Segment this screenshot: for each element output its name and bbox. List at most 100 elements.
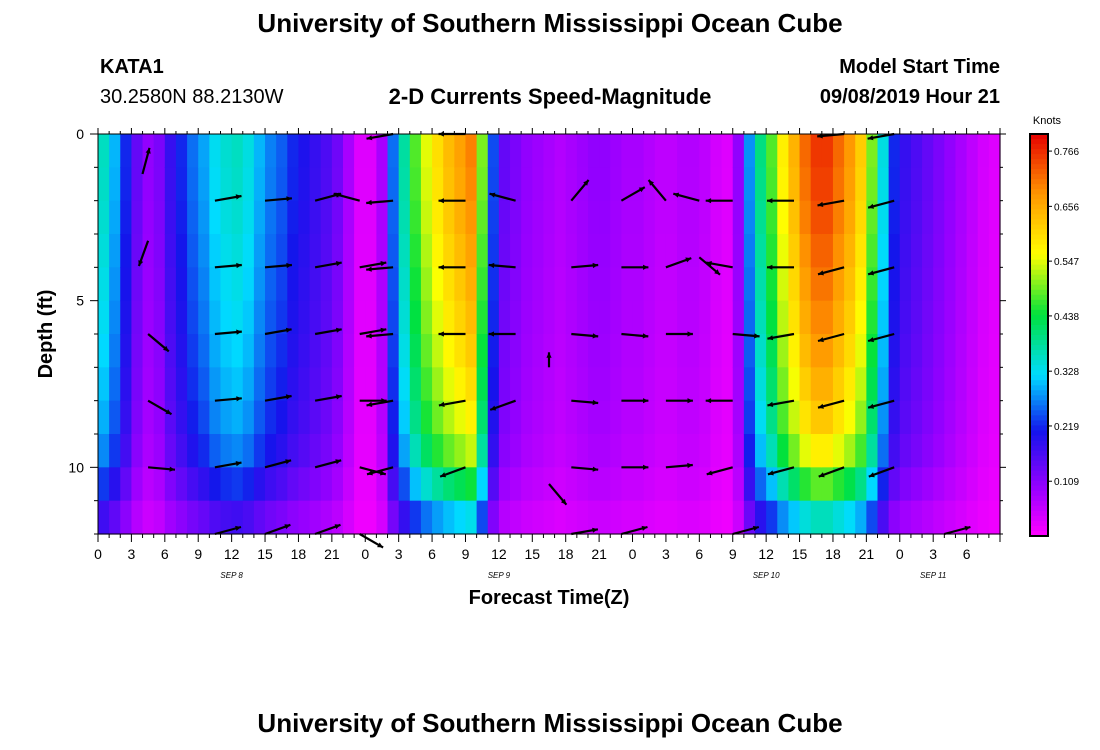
heatmap-cell [98, 367, 110, 402]
heatmap-cell [521, 200, 533, 235]
current-vector-head [165, 409, 172, 415]
heatmap-cell [209, 467, 222, 502]
heatmap-cell [766, 134, 778, 168]
current-vector-head [767, 470, 774, 476]
heatmap-cell [788, 167, 801, 202]
heatmap-cell [877, 434, 890, 468]
heatmap-cell [632, 367, 645, 402]
heatmap-cell [443, 300, 455, 335]
heatmap-cell [432, 200, 444, 235]
colorbar-segment [1030, 505, 1048, 512]
current-vector-head [673, 192, 680, 198]
heatmap-cell [510, 434, 522, 468]
colorbar-segment [1030, 370, 1048, 376]
heatmap-cell [276, 200, 288, 235]
heatmap-cell [654, 467, 667, 502]
heatmap-cell [432, 500, 444, 535]
x-tick-label: 18 [558, 546, 574, 562]
heatmap-cell [710, 234, 723, 268]
current-vector-head [236, 329, 242, 335]
heatmap-cell [253, 500, 266, 535]
colorbar-segment [1030, 289, 1048, 296]
heatmap-cell [654, 434, 667, 468]
heatmap-cell [621, 234, 634, 268]
heatmap-cell [242, 167, 255, 202]
heatmap-cell [821, 200, 834, 235]
heatmap-cell [265, 234, 277, 268]
heatmap-cell [209, 200, 222, 235]
heatmap-cell [599, 400, 611, 435]
heatmap-cell [855, 234, 867, 268]
heatmap-cell [498, 134, 511, 168]
colorbar-segment [1030, 134, 1048, 140]
heatmap-cell [599, 367, 611, 402]
heatmap-cell [888, 134, 901, 168]
current-vector-head [236, 262, 242, 269]
heatmap-cell [198, 434, 210, 468]
heatmap-cell [599, 500, 611, 535]
heatmap-cell [342, 434, 355, 468]
heatmap-cell [855, 367, 867, 402]
heatmap-cell [320, 234, 333, 268]
heatmap-cell [131, 334, 144, 368]
heatmap-cell [142, 200, 155, 235]
heatmap-cell [821, 500, 834, 535]
heatmap-cell [98, 434, 110, 468]
heatmap-cell [910, 367, 923, 402]
colorbar-segment [1030, 380, 1048, 386]
current-vector-head [643, 264, 649, 270]
heatmap-cell [309, 367, 322, 402]
current-vector-head [438, 401, 445, 407]
heatmap-cell [610, 134, 622, 168]
colorbar-segment [1030, 395, 1048, 401]
heatmap-cell [387, 334, 400, 368]
colorbar-segment [1030, 405, 1048, 411]
heatmap-cell [265, 200, 277, 235]
colorbar-segment [1030, 475, 1048, 482]
heatmap-cell [242, 300, 255, 335]
heatmap-cell [354, 367, 366, 402]
heatmap-cell [877, 367, 890, 402]
current-vector-head [592, 527, 598, 533]
heatmap-cell [253, 367, 266, 402]
x-tick-label: 18 [825, 546, 841, 562]
heatmap-cell [320, 367, 333, 402]
heatmap-cell [510, 267, 522, 302]
x-tick-label: 9 [194, 546, 202, 562]
heatmap-cell [387, 467, 400, 502]
colorbar-segment [1030, 390, 1048, 396]
heatmap-cell [320, 200, 333, 235]
heatmap-cell [109, 200, 121, 235]
heatmap-cell [498, 434, 511, 468]
heatmap-cell [432, 367, 444, 402]
heatmap-cell [699, 400, 712, 435]
heatmap-cell [688, 367, 700, 402]
heatmap-cell [810, 367, 823, 402]
heatmap-cell [198, 200, 210, 235]
heatmap-cell [365, 167, 377, 202]
heatmap-cell [844, 234, 856, 268]
heatmap-cell [966, 200, 979, 235]
heatmap-cell [487, 467, 500, 502]
heatmap-cell [643, 467, 656, 502]
heatmap-cell [610, 334, 622, 368]
heatmap-cell [387, 267, 400, 302]
x-tick-label: 12 [224, 546, 240, 562]
heatmap-cell [409, 334, 422, 368]
heatmap-cell [309, 334, 322, 368]
colorbar-tick-label: 0.766 [1054, 147, 1079, 158]
heatmap-cell [287, 267, 300, 302]
heatmap-cell [710, 467, 723, 502]
heatmap-cell [153, 167, 166, 202]
heatmap-cell [443, 500, 455, 535]
heatmap-cell [465, 300, 478, 335]
heatmap-cell [498, 300, 511, 335]
heatmap-cell [465, 134, 478, 168]
current-vector-head [336, 394, 342, 400]
heatmap-cell [498, 200, 511, 235]
heatmap-cell [164, 134, 177, 168]
heatmap-cell [454, 300, 467, 335]
heatmap-cell [933, 467, 945, 502]
heatmap-cell [554, 234, 567, 268]
heatmap-cell [276, 167, 288, 202]
